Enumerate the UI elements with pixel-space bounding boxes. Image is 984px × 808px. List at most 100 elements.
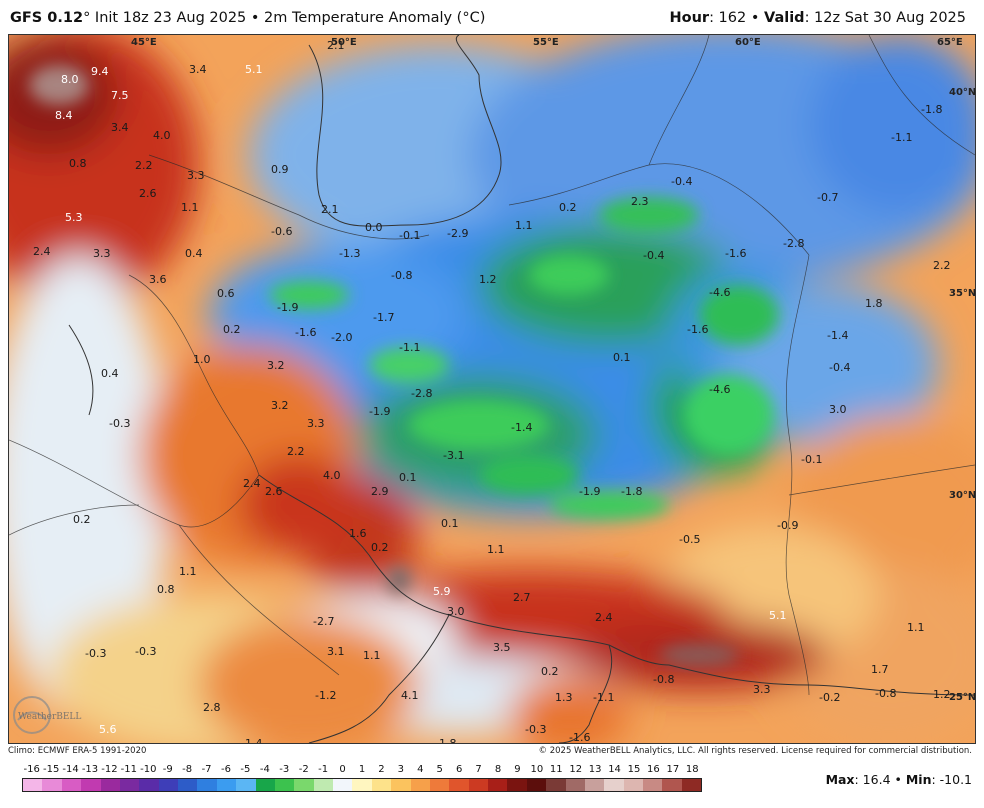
anomaly-field	[9, 35, 975, 743]
anomaly-value-label: 3.2	[271, 399, 289, 412]
anomaly-value-label: -1.6	[687, 323, 708, 336]
color-scale-strip	[22, 778, 702, 792]
color-scale-label: 13	[588, 764, 602, 775]
anomaly-value-label: -1.1	[593, 691, 614, 704]
color-scale-label: 17	[666, 764, 680, 775]
color-scale-label: 3	[397, 764, 405, 775]
anomaly-value-label: 8.0	[61, 73, 79, 86]
anomaly-value-label: -1.8	[921, 103, 942, 116]
anomaly-value-label: -2.8	[783, 237, 804, 250]
lon-label-55: 55°E	[533, 37, 559, 48]
anomaly-value-label: 2.2	[287, 445, 305, 458]
anomaly-value-label: 3.4	[111, 121, 129, 134]
anomaly-value-label: -0.1	[801, 453, 822, 466]
color-scale-cell	[313, 779, 333, 791]
anomaly-value-label: -0.7	[817, 191, 838, 204]
max-value: : 16.4 •	[854, 772, 906, 787]
anomaly-value-label: 5.1	[245, 63, 263, 76]
anomaly-value-label: 3.3	[753, 683, 771, 696]
header-valid: Hour: 162 • Valid: 12z Sat 30 Aug 2025	[669, 10, 966, 26]
anomaly-value-label: 5.6	[99, 723, 117, 736]
anomaly-value-label: 1.7	[871, 663, 889, 676]
anomaly-value-label: -3.1	[443, 449, 464, 462]
anomaly-value-label: 0.2	[559, 201, 577, 214]
color-scale-label: -16	[23, 764, 40, 775]
anomaly-value-label: 2.8	[203, 701, 221, 714]
color-scale-cell	[546, 779, 566, 791]
degree-sign: °	[83, 10, 91, 26]
anomaly-value-label: -0.4	[643, 249, 664, 262]
anomaly-value-label: 1.3	[555, 691, 573, 704]
anomaly-value-label: 1.1	[907, 621, 925, 634]
anomaly-value-label: -0.4	[829, 361, 850, 374]
anomaly-value-label: 0.2	[223, 323, 241, 336]
color-scale-label: -8	[182, 764, 193, 775]
copyright: © 2025 WeatherBELL Analytics, LLC. All r…	[538, 746, 972, 756]
max-min: Max: 16.4 • Min: -10.1	[826, 772, 972, 787]
anomaly-map: 45°E 50°E 55°E 60°E 65°E 40°N 35°N 30°N …	[8, 34, 976, 744]
anomaly-value-label: 0.2	[73, 513, 91, 526]
lat-label-25: 25°N	[949, 692, 975, 703]
anomaly-value-label: 2.4	[595, 611, 613, 624]
anomaly-value-label: 2.6	[265, 485, 283, 498]
anomaly-value-label: 0.6	[217, 287, 235, 300]
anomaly-value-label: 2.1	[327, 39, 345, 52]
color-scale-cell	[604, 779, 624, 791]
header: GFS 0.12° Init 18z 23 Aug 2025 • 2m Temp…	[0, 0, 984, 34]
anomaly-value-label: -1.3	[339, 247, 360, 260]
anomaly-value-label: 0.1	[399, 471, 417, 484]
color-scale-cell	[507, 779, 527, 791]
header-title: GFS 0.12° Init 18z 23 Aug 2025 • 2m Temp…	[10, 10, 485, 26]
anomaly-value-label: 0.8	[69, 157, 87, 170]
anomaly-value-label: 1.0	[193, 353, 211, 366]
anomaly-value-label: 9.4	[91, 65, 109, 78]
color-scale-cell	[100, 779, 120, 791]
color-scale-cell	[255, 779, 275, 791]
anomaly-value-label: 2.3	[631, 195, 649, 208]
anomaly-value-label: 0.9	[271, 163, 289, 176]
color-scale-cell	[81, 779, 101, 791]
color-scale-label: -7	[201, 764, 212, 775]
anomaly-value-label: 7.5	[111, 89, 129, 102]
color-scale-label: 16	[647, 764, 660, 775]
color-scale-cell	[178, 779, 198, 791]
anomaly-value-label: 3.4	[189, 63, 207, 76]
anomaly-value-label: 1.1	[487, 543, 505, 556]
color-scale-cell	[61, 779, 82, 791]
anomaly-value-label: 2.4	[33, 245, 51, 258]
hour-value: : 162 •	[709, 10, 765, 26]
anomaly-value-label: -1.1	[399, 341, 420, 354]
color-scale-cell	[333, 779, 353, 791]
color-scale-cell	[119, 779, 140, 791]
valid-value: : 12z Sat 30 Aug 2025	[804, 10, 966, 26]
anomaly-value-label: 4.0	[323, 469, 341, 482]
anomaly-value-label: 5.1	[769, 609, 787, 622]
anomaly-value-label: -1.6	[295, 326, 316, 339]
color-scale-label: -2	[298, 764, 309, 775]
lon-label-60: 60°E	[735, 37, 761, 48]
anomaly-value-label: 3.6	[149, 273, 167, 286]
anomaly-value-label: -1.9	[369, 405, 390, 418]
color-scale-label: -14	[62, 764, 79, 775]
anomaly-value-label: 1.1	[179, 565, 197, 578]
anomaly-value-label: 2.4	[243, 477, 261, 490]
anomaly-value-label: 3.3	[93, 247, 111, 260]
color-scale-cell	[294, 779, 314, 791]
anomaly-value-label: 5.9	[433, 585, 451, 598]
color-scale-label: -13	[81, 764, 99, 775]
anomaly-detail	[29, 65, 779, 667]
color-scale-label: 5	[436, 764, 443, 775]
anomaly-value-label: -2.9	[447, 227, 468, 240]
anomaly-value-label: -1.4	[241, 737, 262, 743]
lat-label-30: 30°N	[949, 490, 975, 501]
anomaly-value-label: -1.6	[725, 247, 746, 260]
anomaly-value-label: 2.2	[933, 259, 951, 272]
anomaly-value-label: -0.5	[679, 533, 700, 546]
color-scale-cell	[565, 779, 585, 791]
anomaly-value-label: 3.1	[327, 645, 345, 658]
anomaly-value-label: 1.6	[349, 527, 367, 540]
color-scale-labels: -16 -15 -14 -13 -12 -11 -10 -9 -8 -7 -6 -5 -4 -3 -2 -1 0…	[22, 764, 702, 777]
anomaly-value-label: 8.4	[55, 109, 73, 122]
footer: Climo: ECMWF ERA-5 1991-2020 © 2025 Weat…	[8, 744, 976, 758]
anomaly-value-label: -2.0	[331, 331, 352, 344]
